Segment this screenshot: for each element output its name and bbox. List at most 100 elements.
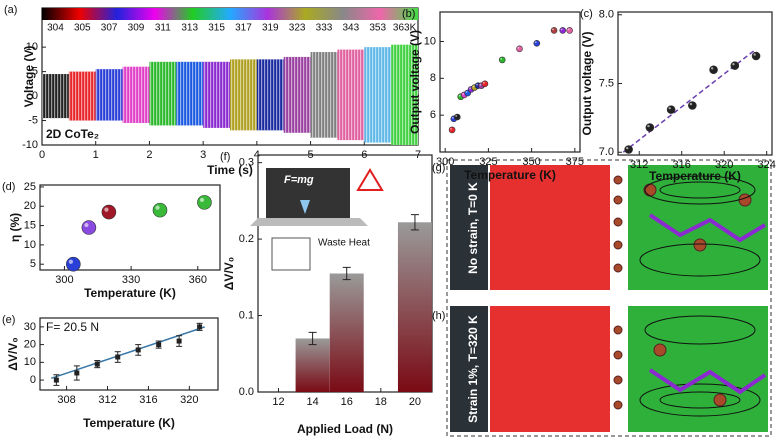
x-tick-label: 320	[180, 394, 198, 406]
signal-texture	[122, 66, 150, 123]
y-axis-label: ΔV/V₀	[6, 337, 20, 370]
y-axis-label: ΔV/V₀	[222, 257, 236, 290]
charge-density	[490, 165, 610, 290]
signal-texture	[203, 61, 230, 128]
point	[101, 204, 117, 220]
x-tick-label: 312	[630, 159, 648, 171]
signal-texture	[310, 52, 338, 138]
x-tick-label: 308	[57, 394, 75, 406]
x-axis-label: Temperature (K)	[84, 286, 176, 300]
x-tick-label: 316	[673, 159, 691, 171]
annotation: 2D CoTe₂	[46, 127, 99, 141]
x-tick-label: 350	[522, 156, 540, 168]
point-highlight	[479, 83, 482, 86]
temperature-label: 315	[208, 23, 225, 34]
plot-frame	[617, 11, 773, 156]
y-tick-label: 0	[30, 374, 36, 386]
point-highlight	[753, 53, 756, 56]
x-axis-label: Temperature (K)	[83, 416, 175, 430]
annotation: Waste Heat	[318, 238, 370, 249]
temperature-label: 343	[343, 23, 360, 34]
point	[453, 113, 461, 121]
temperature-label: 317	[235, 23, 252, 34]
temperature-label: 307	[101, 23, 118, 34]
inset-base	[250, 218, 368, 226]
point	[709, 65, 718, 75]
point	[498, 56, 506, 64]
point	[533, 40, 541, 47]
point-highlight	[451, 116, 454, 119]
x-tick-label: 14	[306, 396, 318, 408]
point	[74, 370, 80, 376]
x-axis-label: Temperature (K)	[649, 169, 741, 183]
point	[688, 101, 697, 110]
x-tick-label: 1	[93, 149, 99, 161]
point	[481, 80, 489, 88]
dashed-frame	[446, 159, 772, 437]
x-tick-label: 312	[98, 394, 116, 406]
point-highlight	[450, 127, 452, 130]
x-tick-label: 12	[272, 396, 284, 408]
x-tick-label: 300	[55, 274, 73, 286]
caption-box	[450, 165, 488, 290]
panel-label: (c)	[580, 8, 593, 20]
temperature-label: 333	[316, 23, 333, 34]
point	[66, 256, 81, 272]
panel-label: (f)	[220, 151, 230, 163]
plot-frame	[39, 184, 221, 271]
point-highlight	[472, 85, 475, 88]
temperature-label: 309	[128, 23, 145, 34]
y-tick-label: -5	[28, 114, 38, 126]
signal-texture	[68, 71, 96, 121]
point	[115, 354, 121, 360]
signal-texture	[95, 69, 123, 121]
y-tick-label: 0.3	[239, 157, 254, 169]
point	[559, 27, 567, 34]
y-tick-label: 8	[430, 72, 436, 84]
x-tick-label: 300	[436, 156, 454, 168]
point-highlight	[626, 146, 629, 150]
panel-label: (b)	[402, 8, 415, 20]
y-tick-label: 0.1	[239, 309, 254, 321]
temperature-label: 363K	[393, 23, 417, 34]
point	[152, 202, 168, 218]
point	[94, 361, 100, 367]
y-tick-label: 10	[24, 239, 36, 251]
structure-panels: (g) (h) No strain, T=0 K Strain 1%, T=32…	[432, 159, 772, 437]
point-highlight	[84, 222, 89, 228]
x-axis-label: Time (s)	[207, 163, 253, 177]
temperature-label: 319	[262, 23, 279, 34]
x-tick-label: 360	[189, 274, 207, 286]
point-highlight	[462, 92, 465, 95]
point-highlight	[68, 259, 73, 264]
plot-frame	[39, 317, 219, 391]
temperature-label: 323	[289, 23, 306, 34]
warning-sign	[356, 168, 384, 191]
x-tick-label: 330	[122, 274, 140, 286]
x-tick-label: 375	[566, 156, 584, 168]
y-tick-label: 10	[26, 41, 38, 53]
bar	[329, 273, 364, 392]
annotation: F=mg	[284, 174, 314, 186]
signal-texture	[364, 47, 392, 143]
signal-texture	[42, 74, 69, 119]
point	[176, 338, 182, 344]
temperature-label: 311	[155, 23, 171, 34]
point-highlight	[552, 28, 554, 31]
point	[566, 27, 573, 34]
point-highlight	[199, 197, 205, 203]
point-highlight	[647, 124, 650, 128]
temperature-label: 305	[74, 23, 91, 34]
bonds	[648, 368, 767, 395]
x-axis-label: Temperature (K)	[464, 168, 556, 182]
y-tick-label: 30	[24, 321, 36, 333]
temperature-label: 353	[369, 23, 386, 34]
panel-label: (h)	[432, 310, 445, 322]
y-axis-label: Output voltage (V)	[408, 30, 422, 134]
panel-label: (d)	[2, 181, 15, 193]
point	[197, 324, 203, 330]
point-highlight	[567, 28, 570, 31]
point-highlight	[560, 28, 563, 31]
point-highlight	[469, 87, 471, 90]
x-tick-label: 316	[139, 394, 157, 406]
